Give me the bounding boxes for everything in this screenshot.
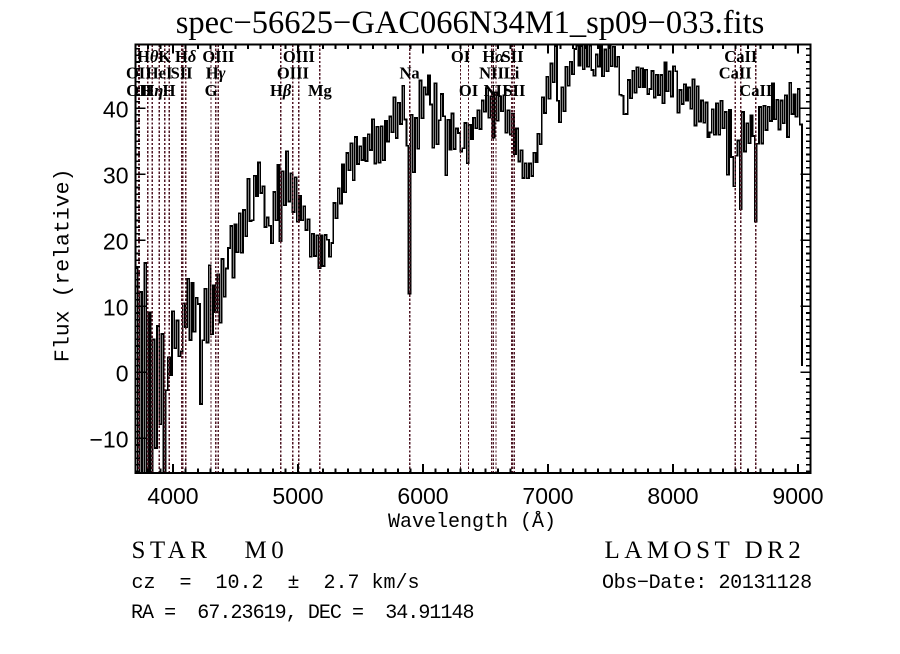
svg-text:Wavelength (Å): Wavelength (Å): [388, 511, 556, 534]
svg-text:OII: OII: [126, 81, 152, 100]
svg-text:4000: 4000: [147, 483, 198, 509]
svg-text:Hη: Hη: [141, 81, 163, 100]
svg-text:10: 10: [103, 295, 129, 321]
svg-text:9000: 9000: [772, 483, 823, 509]
svg-text:OI: OI: [451, 47, 470, 66]
svg-text:HeI: HeI: [146, 64, 173, 83]
svg-text:SII: SII: [171, 64, 193, 83]
svg-text:CaII: CaII: [739, 81, 772, 100]
svg-text:NII: NII: [484, 81, 509, 100]
svg-text:Li: Li: [504, 64, 520, 83]
svg-text:Hθ: Hθ: [137, 47, 159, 66]
svg-text:CaII: CaII: [724, 47, 757, 66]
svg-text:−10: −10: [89, 427, 128, 453]
svg-text:K: K: [158, 47, 171, 66]
svg-text:OI: OI: [459, 81, 478, 100]
svg-text:SII: SII: [501, 47, 523, 66]
svg-text:OIII: OIII: [277, 64, 309, 83]
svg-text:40: 40: [103, 96, 129, 122]
svg-text:STAR: STAR: [132, 537, 212, 564]
svg-text:H: H: [163, 81, 176, 100]
svg-text:Obs−Date: 20131128: Obs−Date: 20131128: [602, 572, 812, 595]
svg-text:LAMOST DR2: LAMOST DR2: [605, 537, 806, 564]
svg-text:cz = 10.2 ± 2.7 km/s: cz = 10.2 ± 2.7 km/s: [132, 572, 420, 595]
svg-text:20: 20: [103, 229, 129, 255]
svg-text:7000: 7000: [522, 483, 573, 509]
svg-text:Na: Na: [400, 64, 420, 83]
svg-text:5000: 5000: [272, 483, 323, 509]
svg-text:0: 0: [116, 361, 129, 387]
svg-text:spec−56625−GAC066N34M1_sp09−03: spec−56625−GAC066N34M1_sp09−033.fits: [176, 5, 765, 41]
svg-text:CaII: CaII: [719, 64, 752, 83]
svg-text:NII: NII: [479, 64, 504, 83]
svg-text:8000: 8000: [647, 483, 698, 509]
svg-text:OII: OII: [126, 64, 152, 83]
svg-text:6000: 6000: [397, 483, 448, 509]
svg-text:Hδ: Hδ: [175, 47, 196, 66]
svg-text:Hγ: Hγ: [206, 64, 226, 83]
svg-text:Mg: Mg: [308, 81, 333, 100]
svg-text:M0: M0: [245, 537, 289, 564]
svg-text:Flux (relative): Flux (relative): [52, 169, 76, 363]
svg-text:SII: SII: [503, 81, 525, 100]
svg-text:Hα: Hα: [482, 47, 505, 66]
svg-text:Hβ: Hβ: [270, 81, 292, 100]
svg-text:OIII: OIII: [283, 47, 315, 66]
svg-text:G: G: [205, 81, 218, 100]
svg-text:OIII: OIII: [202, 47, 234, 66]
svg-text:RA = 67.23619, DEC = 34.9114: RA = 67.23619, DEC = 34.91148: [131, 602, 474, 625]
svg-text:30: 30: [103, 163, 129, 189]
